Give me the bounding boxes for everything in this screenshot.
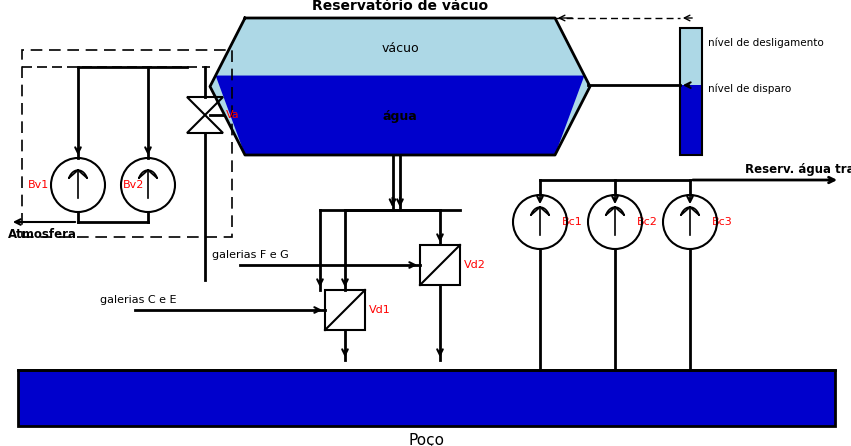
Bar	[680, 28, 702, 155]
Polygon shape	[215, 75, 585, 155]
Text: nível de desligamento: nível de desligamento	[708, 38, 824, 49]
Text: Vd2: Vd2	[464, 260, 486, 270]
Text: Bv2: Bv2	[123, 180, 145, 190]
Text: Bc1: Bc1	[562, 217, 583, 227]
Text: Poço: Poço	[408, 433, 444, 446]
Text: Bv1: Bv1	[28, 180, 49, 190]
Bar	[680, 85, 702, 155]
Text: vácuo: vácuo	[381, 41, 419, 55]
Text: Reservatório de vácuo: Reservatório de vácuo	[312, 0, 488, 13]
Text: galerias C e E: galerias C e E	[100, 295, 176, 305]
Bar	[420, 245, 460, 285]
Text: galerias F e G: galerias F e G	[212, 250, 288, 260]
Text: Va: Va	[226, 110, 240, 120]
Bar	[22, 50, 232, 237]
Text: Bc2: Bc2	[637, 217, 658, 227]
Polygon shape	[210, 18, 590, 155]
Bar	[325, 290, 365, 330]
Text: Bc3: Bc3	[712, 217, 733, 227]
Text: Reserv. água tratada: Reserv. água tratada	[745, 164, 851, 177]
Text: nível de disparo: nível de disparo	[708, 84, 791, 95]
Text: Vd1: Vd1	[369, 305, 391, 315]
Text: água: água	[383, 110, 417, 123]
Text: Atmosfera: Atmosfera	[8, 227, 77, 240]
Bar	[680, 28, 702, 155]
Bar	[18, 370, 835, 426]
